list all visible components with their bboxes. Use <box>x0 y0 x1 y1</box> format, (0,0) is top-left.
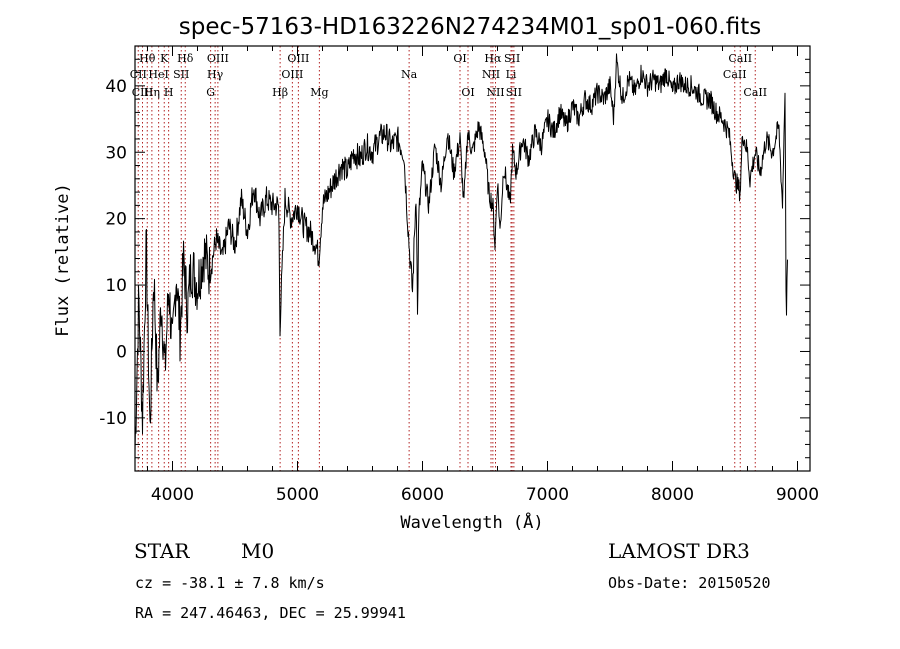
marker-label-26: CaII <box>723 68 747 81</box>
chart-title: spec-57163-HD163226N274234M01_sp01-060.f… <box>179 14 761 40</box>
flux-series <box>134 53 788 452</box>
marker-label-10: Hγ <box>207 68 224 81</box>
y-tick-label-5: 40 <box>105 77 127 97</box>
marker-label-25: CaII <box>728 52 752 65</box>
line-markers: Hθ CII CIII K HeI Hη H Hδ SII OIII Hγ G Hβ OIII OIII Mg… <box>130 46 767 471</box>
y-axis-label: Flux (relative) <box>53 183 73 337</box>
marker-label-14: OIII <box>281 68 303 81</box>
marker-label-0: Hθ <box>139 52 156 65</box>
marker-label-24: SII <box>506 86 522 99</box>
survey-name: LAMOST DR3 <box>608 539 750 563</box>
marker-label-15: Mg <box>310 86 328 99</box>
y-tick-label-1: 0 <box>116 342 127 362</box>
marker-label-13: OIII <box>287 52 309 65</box>
marker-label-11: G <box>206 86 215 99</box>
axes: 4000 5000 6000 7000 8000 9000 -10 0 10 20 30 40 <box>99 46 819 505</box>
x-tick-label-1: 5000 <box>276 485 319 505</box>
redshift-text: cz = -38.1 ± 7.8 km/s <box>135 574 325 592</box>
marker-label-27: CaII <box>743 86 767 99</box>
marker-label-19: Hα <box>484 52 502 65</box>
marker-label-5: Hη <box>144 86 160 99</box>
x-tick-label-5: 9000 <box>776 485 819 505</box>
marker-label-17: OI <box>453 52 466 65</box>
marker-label-23: NII <box>486 86 504 99</box>
marker-label-20: SII <box>504 52 520 65</box>
y-tick-label-4: 30 <box>105 143 127 163</box>
coordinates: RA = 247.46463, DEC = 25.99941 <box>135 604 406 622</box>
marker-label-12: Hβ <box>272 86 288 99</box>
y-tick-label-3: 20 <box>105 210 127 230</box>
marker-label-8: SII <box>173 68 189 81</box>
marker-label-4: HeI <box>148 68 168 81</box>
object-type: STAR <box>134 539 190 563</box>
plot-frame <box>134 45 811 472</box>
marker-label-7: Hδ <box>177 52 194 65</box>
marker-label-16: Na <box>401 68 418 81</box>
marker-label-3: K <box>160 52 169 65</box>
x-tick-label-0: 4000 <box>151 485 194 505</box>
obs-date: Obs-Date: 20150520 <box>608 574 771 592</box>
marker-label-6: H <box>164 86 174 99</box>
x-tick-label-3: 7000 <box>526 485 569 505</box>
marker-label-21: NII <box>482 68 500 81</box>
marker-label-2: CIII <box>132 86 153 99</box>
marker-label-18: OI <box>461 86 474 99</box>
y-tick-label-0: -10 <box>99 409 127 429</box>
y-tick-label-2: 10 <box>105 276 127 296</box>
x-tick-label-4: 8000 <box>651 485 694 505</box>
marker-label-22: Li <box>506 68 517 81</box>
x-tick-label-2: 6000 <box>401 485 444 505</box>
marker-label-1: CII <box>130 68 147 81</box>
x-axis-label: Wavelength (Å) <box>400 511 543 533</box>
spectral-subclass: M0 <box>241 539 275 563</box>
flux-series-layer <box>134 53 788 452</box>
marker-label-9: OIII <box>207 52 229 65</box>
